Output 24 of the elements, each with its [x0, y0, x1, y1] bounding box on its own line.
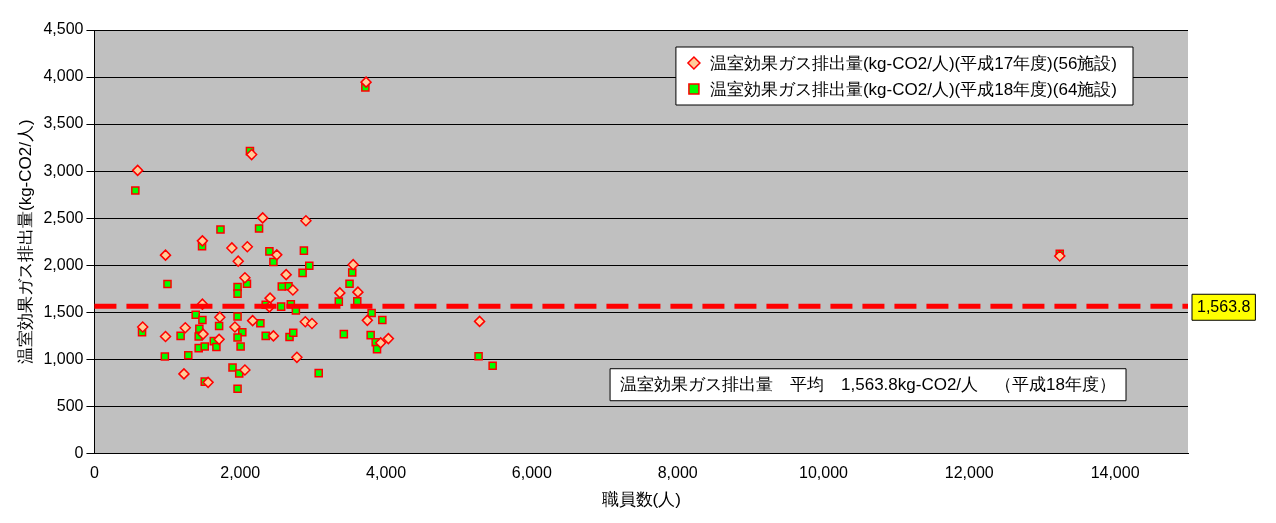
y-axis-title: 温室効果ガス排出量(kg-CO2/人) — [15, 119, 35, 365]
y-tick-label: 2,500 — [43, 208, 84, 226]
y-tick-label: 4,500 — [43, 20, 84, 38]
legend-label: 温室効果ガス排出量(kg-CO2/人)(平成18年度)(64施設) — [709, 79, 1118, 99]
y-tick-label: 2,000 — [43, 255, 84, 273]
x-tick-label: 10,000 — [799, 464, 849, 482]
y-tick-label: 3,000 — [43, 161, 84, 179]
ref-line-label: 1,563.8 — [1197, 297, 1251, 315]
y-tick-label: 3,500 — [43, 114, 84, 132]
x-tick-label: 8,000 — [657, 464, 698, 482]
x-tick-label: 0 — [89, 464, 99, 482]
annotation: 温室効果ガス排出量 平均 1,563.8kg-CO2/人 （平成18年度） — [620, 375, 1116, 395]
x-tick-label: 4,000 — [366, 464, 407, 482]
x-tick-label: 12,000 — [944, 464, 994, 482]
legend-label: 温室効果ガス排出量(kg-CO2/人)(平成17年度)(56施設) — [709, 53, 1118, 73]
y-tick-label: 0 — [74, 443, 84, 461]
y-tick-label: 4,000 — [43, 67, 84, 85]
x-axis-title: 職員数(人) — [601, 490, 681, 510]
x-tick-label: 14,000 — [1090, 464, 1140, 482]
y-tick-label: 1,500 — [43, 302, 84, 320]
y-tick-label: 500 — [56, 396, 84, 414]
x-tick-label: 2,000 — [220, 464, 261, 482]
y-tick-label: 1,000 — [43, 349, 84, 367]
x-tick-label: 6,000 — [511, 464, 552, 482]
